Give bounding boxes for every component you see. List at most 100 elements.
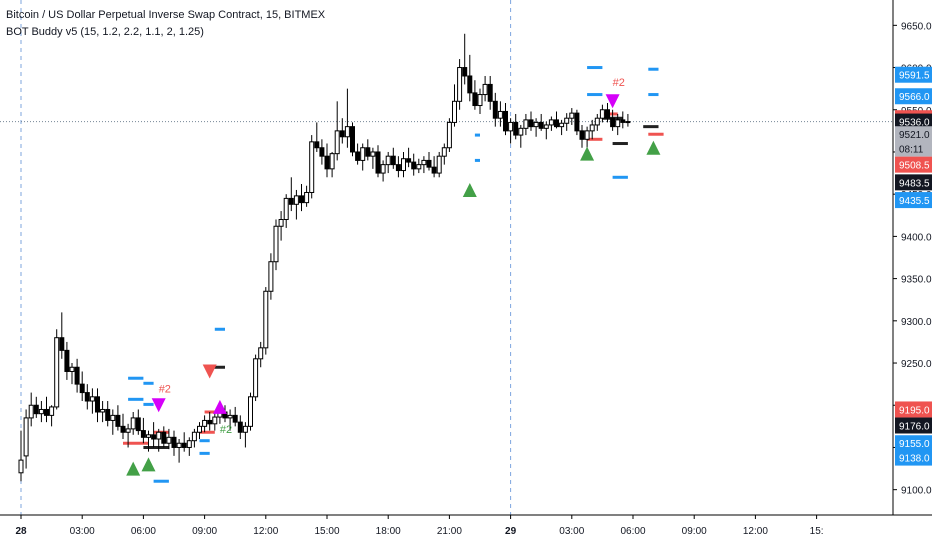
candle[interactable] [467,54,473,102]
candle[interactable] [574,109,580,136]
candle[interactable] [268,253,274,300]
candle[interactable] [365,139,371,161]
candle[interactable] [441,143,447,165]
candle[interactable] [426,151,432,171]
candle[interactable] [421,156,427,174]
candle[interactable] [176,439,182,463]
candle[interactable] [232,406,238,427]
candle[interactable] [599,104,605,123]
candle[interactable] [191,428,197,448]
candles-layer[interactable] [18,33,631,482]
candle[interactable] [457,59,463,110]
candle[interactable] [518,124,524,148]
candle[interactable] [74,358,80,393]
candle[interactable] [283,194,289,228]
candle[interactable] [278,211,284,241]
candle[interactable] [482,75,488,102]
candle[interactable] [370,147,376,169]
candle[interactable] [584,126,590,148]
candle[interactable] [350,122,355,157]
candle[interactable] [554,111,559,129]
candle[interactable] [436,151,442,178]
candle[interactable] [304,185,310,207]
candle[interactable] [431,156,437,178]
candle[interactable] [273,219,279,271]
candle[interactable] [513,113,519,140]
candle[interactable] [380,160,386,182]
candle[interactable] [487,75,493,110]
candle[interactable] [497,101,503,127]
candle[interactable] [589,119,595,140]
candle[interactable] [33,396,39,418]
candle[interactable] [548,116,554,131]
candle[interactable] [146,430,151,452]
candle[interactable] [324,143,330,178]
candle[interactable] [508,118,514,144]
candle[interactable] [59,312,65,359]
candle[interactable] [293,189,299,220]
candle[interactable] [395,156,401,178]
candle[interactable] [23,409,29,469]
candle[interactable] [135,409,141,435]
candle[interactable] [100,401,106,423]
candle[interactable] [339,118,345,144]
candle[interactable] [344,88,350,148]
candle[interactable] [620,111,626,129]
candle[interactable] [105,401,111,427]
candle[interactable] [18,430,24,482]
candle[interactable] [503,103,508,136]
candle[interactable] [79,371,85,402]
candle[interactable] [355,143,361,165]
candle[interactable] [54,329,60,410]
candle[interactable] [477,88,483,114]
candle[interactable] [258,341,264,368]
candle[interactable] [207,412,213,431]
time-axis[interactable]: 28 03:00 06:00 09:00 12:00 15:00 18:00 21:00 29 0… [0,514,932,537]
candle[interactable] [610,109,616,131]
candle[interactable] [309,135,315,199]
candle[interactable] [64,341,70,380]
candle[interactable] [528,111,534,131]
candle[interactable] [161,426,167,448]
candle[interactable] [186,437,192,456]
candle[interactable] [84,384,90,410]
candle[interactable] [385,151,391,174]
candle[interactable] [140,417,146,444]
candle[interactable] [115,405,121,431]
candle[interactable] [375,145,381,178]
candle[interactable] [492,92,498,127]
candle[interactable] [44,396,49,423]
candle[interactable] [299,184,304,212]
candle[interactable] [263,287,269,355]
candle[interactable] [212,413,218,431]
candle[interactable] [248,392,253,431]
candle[interactable] [462,33,468,85]
candle[interactable] [533,118,539,137]
candle[interactable] [202,415,208,433]
candle[interactable] [69,363,75,385]
candle[interactable] [615,113,621,136]
candle[interactable] [411,153,417,176]
candle[interactable] [288,177,294,212]
candle[interactable] [569,108,575,125]
candle[interactable] [319,139,325,165]
candle[interactable] [538,113,544,131]
candle[interactable] [156,428,162,452]
candle[interactable] [181,432,187,452]
candle[interactable] [314,122,320,152]
candle[interactable] [38,401,44,423]
candle[interactable] [253,354,259,402]
candle[interactable] [446,118,452,152]
candle[interactable] [130,412,136,435]
candle[interactable] [110,409,116,435]
candle[interactable] [605,103,610,123]
candle[interactable] [237,415,243,440]
candle[interactable] [452,84,457,127]
candle[interactable] [125,423,131,448]
candle[interactable] [472,80,478,110]
candle[interactable] [564,113,570,131]
candle[interactable] [151,422,157,448]
candle[interactable] [334,101,340,161]
